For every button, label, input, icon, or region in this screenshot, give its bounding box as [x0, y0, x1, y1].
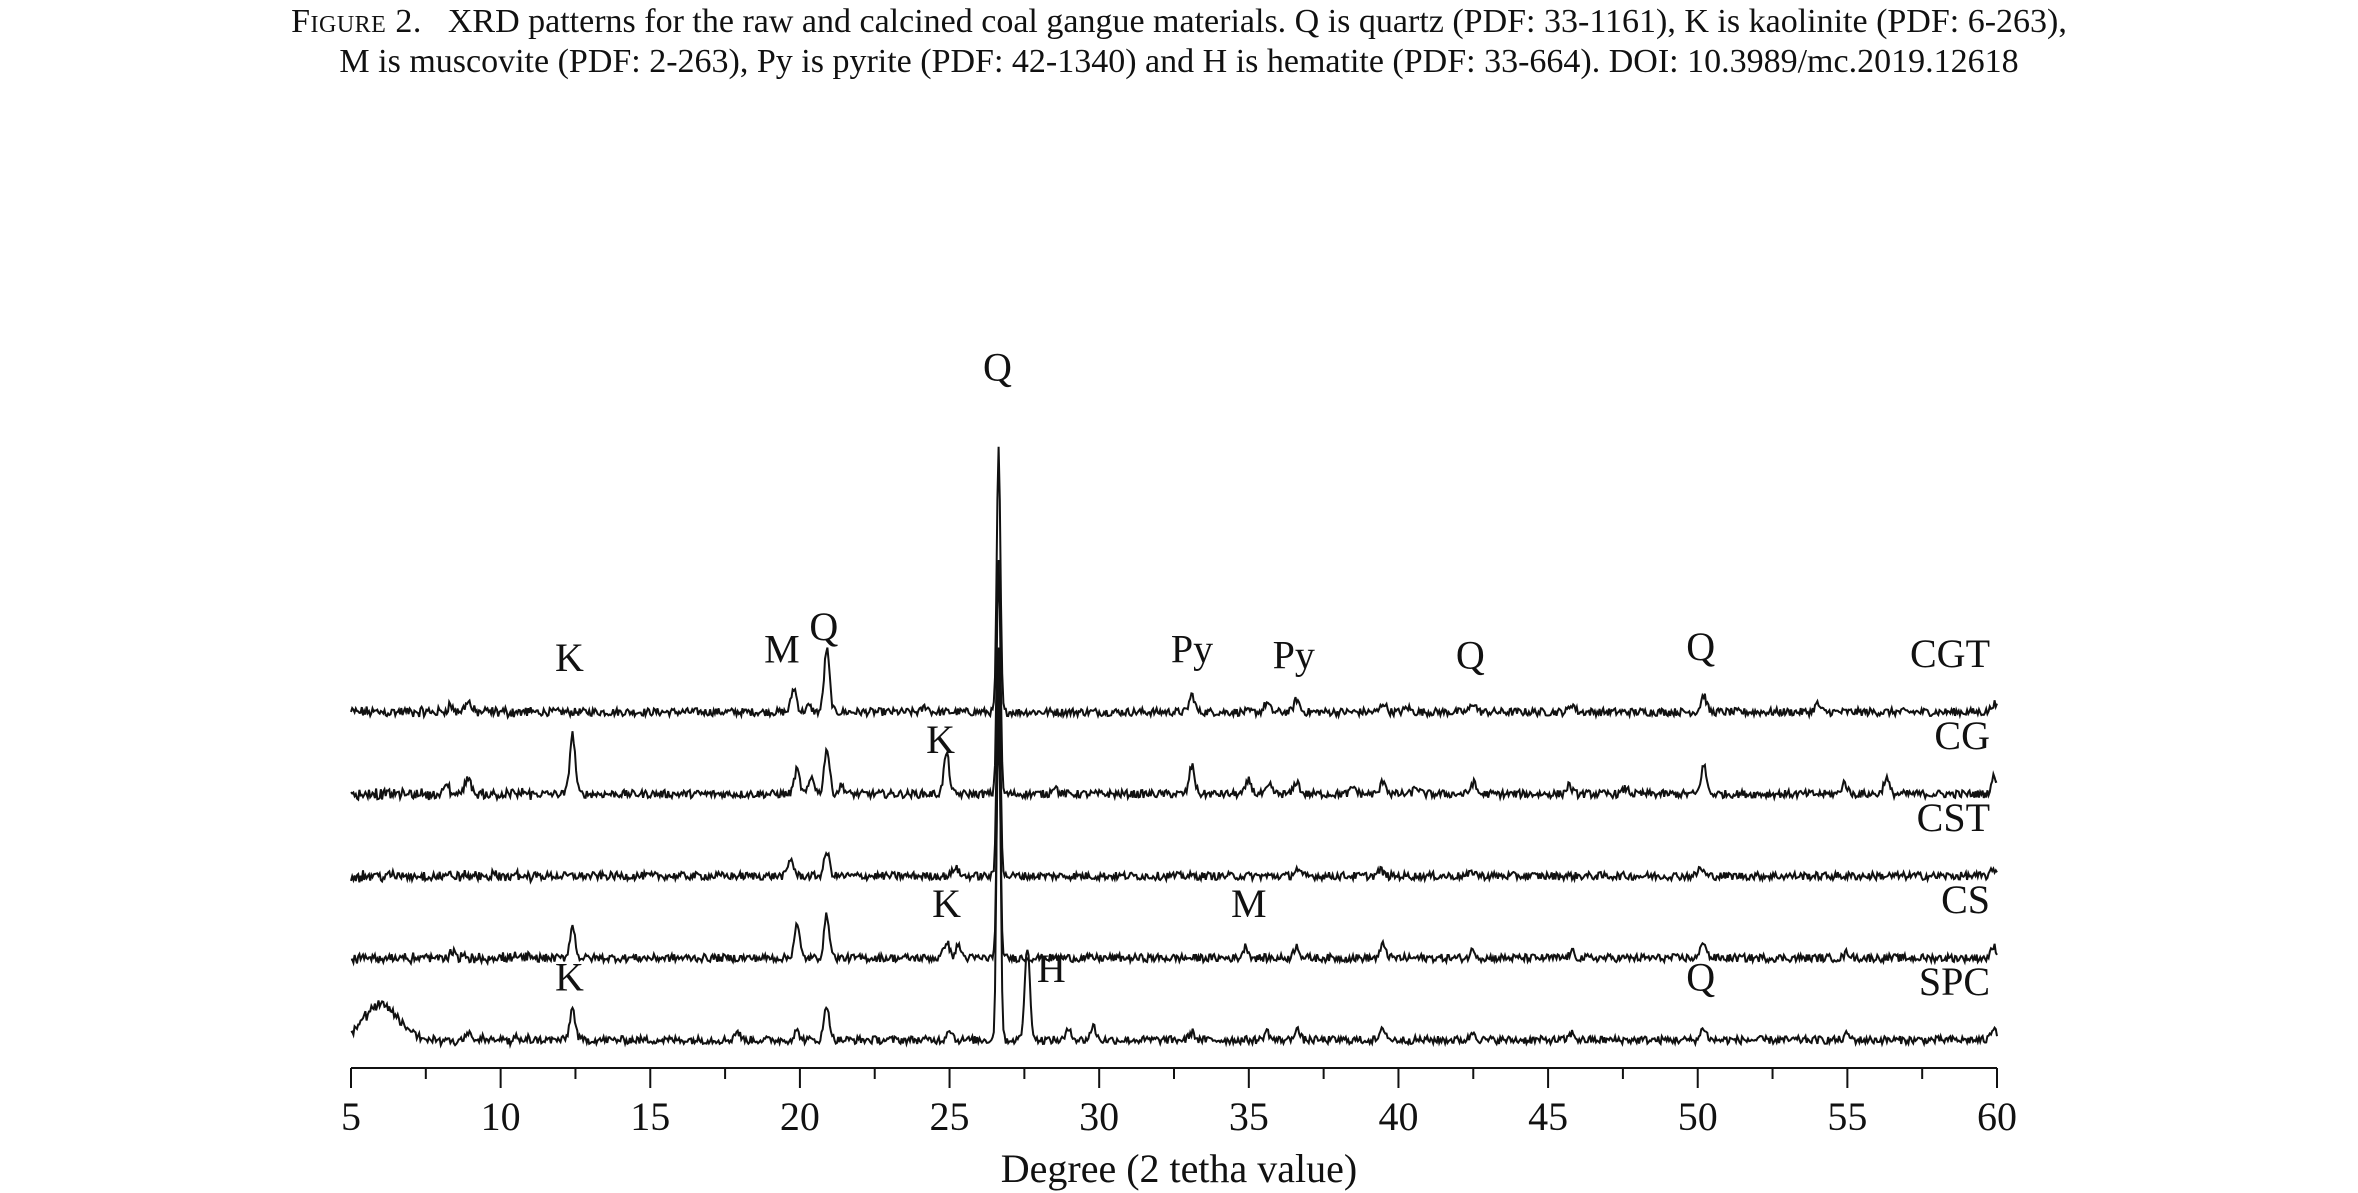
x-tick-label: 15: [630, 1094, 670, 1139]
peak-label-k: K: [555, 955, 584, 1000]
trace-spc: [350, 666, 1998, 1049]
x-tick-label: 45: [1528, 1094, 1568, 1139]
trace-cgt: [350, 446, 1998, 720]
peak-label-q: Q: [1686, 955, 1715, 1000]
x-tick-label: 60: [1977, 1094, 2017, 1139]
series-label-cs: CS: [1941, 877, 1990, 922]
peak-label-k: K: [926, 717, 955, 762]
peak-label-k: K: [932, 881, 961, 926]
peak-label-m: M: [1231, 881, 1267, 926]
x-tick-label: 50: [1678, 1094, 1718, 1139]
peak-label-q: Q: [809, 604, 838, 649]
figure-caption: Figure 2. XRD patterns for the raw and ca…: [0, 2, 2358, 82]
series-label-cgt: CGT: [1910, 631, 1990, 676]
x-tick-label: 35: [1229, 1094, 1269, 1139]
x-axis: 5 10 15 20 25 30 35 40 45 50 55 60: [341, 1067, 2017, 1139]
x-tick-label: 20: [780, 1094, 820, 1139]
peak-label-k: K: [555, 635, 584, 680]
x-tick-label: 10: [481, 1094, 521, 1139]
x-axis-title: Degree (2 tetha value): [1001, 1146, 1357, 1191]
xrd-traces: [350, 446, 1998, 1049]
peak-label-m: M: [764, 627, 800, 672]
series-label-cst: CST: [1917, 795, 1990, 840]
series-label-cg: CG: [1934, 713, 1990, 758]
x-tick-label: 30: [1079, 1094, 1119, 1139]
trace-cg: [350, 559, 1998, 803]
peak-label-py: Py: [1171, 627, 1213, 672]
peak-label-q: Q: [983, 345, 1012, 390]
trace-cs: [350, 727, 1998, 967]
x-tick-label: 40: [1378, 1094, 1418, 1139]
x-tick-label: 55: [1827, 1094, 1867, 1139]
trace-cst: [350, 647, 1998, 885]
x-tick-label: 25: [930, 1094, 970, 1139]
peak-label-q: Q: [1686, 624, 1715, 669]
figure-label: Figure 2.: [291, 3, 422, 40]
series-labels: CGT CG CST CS SPC: [1910, 631, 1990, 1004]
caption-line-1: Figure 2. XRD patterns for the raw and ca…: [0, 2, 2358, 42]
caption-text-1: XRD patterns for the raw and calcined co…: [447, 3, 2067, 40]
peak-label-q: Q: [1456, 632, 1485, 677]
peak-label-h: H: [1037, 946, 1066, 991]
x-tick-label: 5: [341, 1094, 361, 1139]
peak-label-py: Py: [1273, 632, 1315, 677]
series-label-spc: SPC: [1919, 959, 1990, 1004]
caption-line-2: M is muscovite (PDF: 2-263), Py is pyrit…: [339, 43, 2019, 80]
